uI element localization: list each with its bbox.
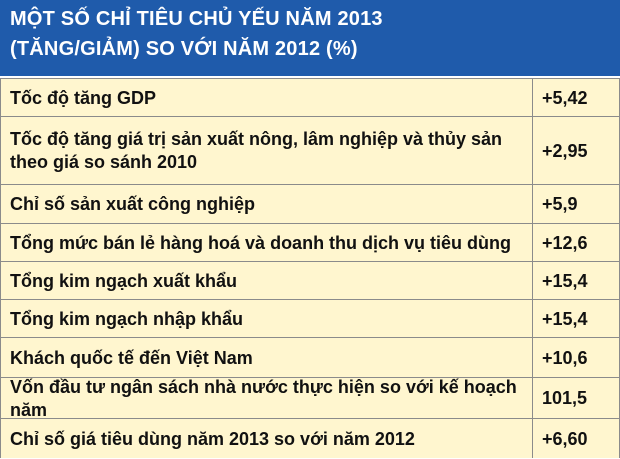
row-label: Tổng mức bán lẻ hàng hoá và doanh thu dị… (10, 232, 512, 253)
title-line-1: MỘT SỐ CHỈ TIÊU CHỦ YẾU NĂM 2013 (10, 8, 383, 30)
row-label: Khách quốc tế đến Việt Nam (10, 347, 253, 368)
row-value: +15,4 (542, 270, 588, 291)
title-line-2: (TĂNG/GIẢM) SO VỚI NĂM 2012 (%) (10, 38, 358, 60)
row-value: +5,9 (542, 194, 578, 214)
row-value: 101,5 (542, 388, 588, 408)
row-label: Tốc độ tăng GDP (10, 87, 156, 108)
table-row: Tốc độ tăng GDP +5,42 (0, 78, 620, 117)
row-label: Tổng kim ngạch nhập khẩu (10, 308, 244, 329)
row-value: +6,60 (542, 428, 588, 449)
row-label: Tổng kim ngạch xuất khẩu (10, 270, 238, 291)
row-label: Tốc độ tăng giá trị sản xuất nông, lâm n… (10, 129, 503, 172)
table-left-border (0, 78, 1, 458)
column-divider (532, 78, 533, 458)
table-row: Tổng mức bán lẻ hàng hoá và doanh thu dị… (0, 223, 620, 262)
indicator-table: Tốc độ tăng GDP +5,42 Tốc độ tăng giá tr… (0, 78, 620, 458)
table-header: MỘT SỐ CHỈ TIÊU CHỦ YẾU NĂM 2013 (TĂNG/G… (0, 0, 620, 76)
row-label: Vốn đầu tư ngân sách nhà nước thực hiện … (10, 376, 517, 420)
table-row: Tổng kim ngạch nhập khẩu +15,4 (0, 299, 620, 338)
row-value: +10,6 (542, 347, 588, 368)
row-value: +5,42 (542, 87, 588, 108)
table-row: Tốc độ tăng giá trị sản xuất nông, lâm n… (0, 116, 620, 185)
row-label: Chỉ số giá tiêu dùng năm 2013 so với năm… (10, 428, 415, 449)
row-value: +12,6 (542, 232, 588, 253)
row-value: +15,4 (542, 308, 588, 329)
table-row: Vốn đầu tư ngân sách nhà nước thực hiện … (0, 376, 620, 420)
row-value: +2,95 (542, 140, 588, 161)
table-row: Chỉ số sản xuất công nghiệp +5,9 (0, 184, 620, 224)
row-label: Chỉ số sản xuất công nghiệp (10, 194, 256, 214)
table-row: Khách quốc tế đến Việt Nam +10,6 (0, 337, 620, 378)
table-row: Chỉ số giá tiêu dùng năm 2013 so với năm… (0, 418, 620, 459)
table-row: Tổng kim ngạch xuất khẩu +15,4 (0, 261, 620, 300)
